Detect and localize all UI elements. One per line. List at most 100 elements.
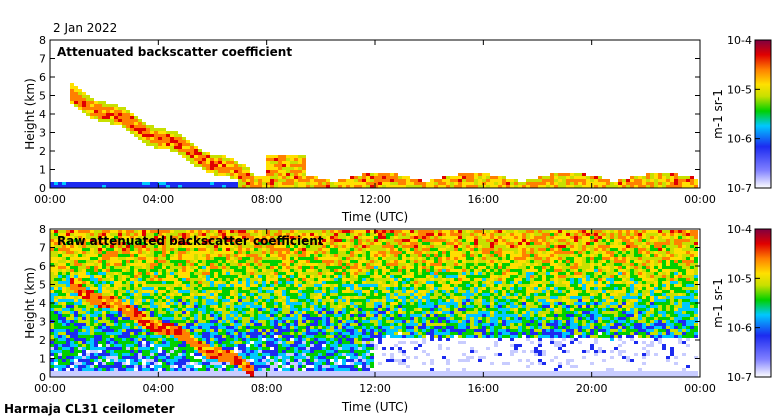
heatmap-cell — [206, 272, 210, 275]
heatmap-cell — [238, 254, 242, 257]
heatmap-cell — [310, 290, 314, 293]
heatmap-cell — [94, 308, 98, 311]
heatmap-cell — [138, 356, 142, 359]
heatmap-cell — [78, 365, 82, 368]
heatmap-cell — [74, 296, 78, 299]
heatmap-cell — [170, 311, 174, 314]
heatmap-cell — [162, 284, 166, 287]
heatmap-cell — [262, 365, 266, 368]
heatmap-cell — [358, 278, 362, 281]
heatmap-cell — [338, 254, 342, 257]
heatmap-cell — [494, 179, 498, 182]
heatmap-cell — [98, 119, 102, 122]
heatmap-cell — [130, 311, 134, 314]
heatmap-cell — [346, 359, 350, 362]
heatmap-cell — [158, 332, 162, 335]
heatmap-cell — [282, 344, 286, 347]
heatmap-cell — [306, 350, 310, 353]
heatmap-cell — [322, 293, 326, 296]
heatmap-cell — [334, 260, 338, 263]
heatmap-cell — [690, 182, 694, 185]
heatmap-cell — [178, 308, 182, 311]
heatmap-cell — [118, 245, 122, 248]
heatmap-cell — [130, 323, 134, 326]
heatmap-cell — [342, 341, 346, 344]
heatmap-cell — [242, 299, 246, 302]
heatmap-cell — [122, 329, 126, 332]
heatmap-cell — [266, 368, 270, 371]
heatmap-cell — [166, 344, 170, 347]
heatmap-cell — [58, 368, 62, 371]
heatmap-cell — [294, 317, 298, 320]
heatmap-cell — [338, 302, 342, 305]
heatmap-cell — [74, 266, 78, 269]
heatmap-cell — [314, 251, 318, 254]
heatmap-cell — [242, 371, 246, 374]
heatmap-cell — [154, 245, 158, 248]
heatmap-cell — [282, 350, 286, 353]
heatmap-cell — [158, 365, 162, 368]
heatmap-cell — [342, 281, 346, 284]
heatmap-cell — [198, 302, 202, 305]
heatmap-cell — [66, 245, 70, 248]
heatmap-cell — [294, 323, 298, 326]
heatmap-cell — [250, 269, 254, 272]
heatmap-cell — [366, 308, 370, 311]
heatmap-cell — [338, 257, 342, 260]
heatmap-cell — [218, 308, 222, 311]
heatmap-cell — [122, 233, 126, 236]
heatmap-cell — [102, 185, 106, 188]
heatmap-cell — [54, 257, 58, 260]
heatmap-cell — [322, 353, 326, 356]
heatmap-cell — [174, 329, 178, 332]
heatmap-cell — [274, 257, 278, 260]
heatmap-cell — [550, 185, 554, 188]
heatmap-cell — [294, 326, 298, 329]
heatmap-cell — [126, 347, 130, 350]
heatmap-cell — [174, 266, 178, 269]
panel-top-plot — [50, 40, 700, 188]
heatmap-cell — [182, 155, 186, 158]
heatmap-cell — [306, 251, 310, 254]
heatmap-cell — [118, 335, 122, 338]
heatmap-cell — [258, 269, 262, 272]
heatmap-cell — [98, 341, 102, 344]
heatmap-cell — [278, 344, 282, 347]
heatmap-cell — [74, 293, 78, 296]
heatmap-cell — [518, 185, 522, 188]
heatmap-cell — [270, 161, 274, 164]
heatmap-cell — [146, 251, 150, 254]
heatmap-cell — [118, 230, 122, 233]
heatmap-cell — [110, 320, 114, 323]
heatmap-cell — [154, 182, 158, 185]
heatmap-cell — [366, 302, 370, 305]
heatmap-cell — [278, 260, 282, 263]
heatmap-cell — [278, 230, 282, 233]
heatmap-cell — [170, 260, 174, 263]
heatmap-cell — [358, 248, 362, 251]
heatmap-cell — [294, 332, 298, 335]
heatmap-cell — [214, 332, 218, 335]
heatmap-cell — [378, 176, 382, 179]
heatmap-cell — [234, 362, 238, 365]
heatmap-cell — [90, 281, 94, 284]
heatmap-cell — [290, 323, 294, 326]
heatmap-cell — [318, 362, 322, 365]
heatmap-cell — [90, 302, 94, 305]
heatmap-cell — [158, 185, 162, 188]
heatmap-cell — [338, 263, 342, 266]
heatmap-cell — [602, 182, 606, 185]
heatmap-cell — [50, 359, 54, 362]
heatmap-cell — [130, 260, 134, 263]
heatmap-cell — [102, 233, 106, 236]
heatmap-cell — [186, 152, 190, 155]
heatmap-cell — [358, 290, 362, 293]
heatmap-cell — [70, 350, 74, 353]
heatmap-cell — [210, 296, 214, 299]
heatmap-cell — [162, 287, 166, 290]
heatmap-cell — [114, 242, 118, 245]
heatmap-cell — [122, 362, 126, 365]
heatmap-cell — [214, 344, 218, 347]
heatmap-cell — [58, 245, 62, 248]
heatmap-cell — [302, 362, 306, 365]
